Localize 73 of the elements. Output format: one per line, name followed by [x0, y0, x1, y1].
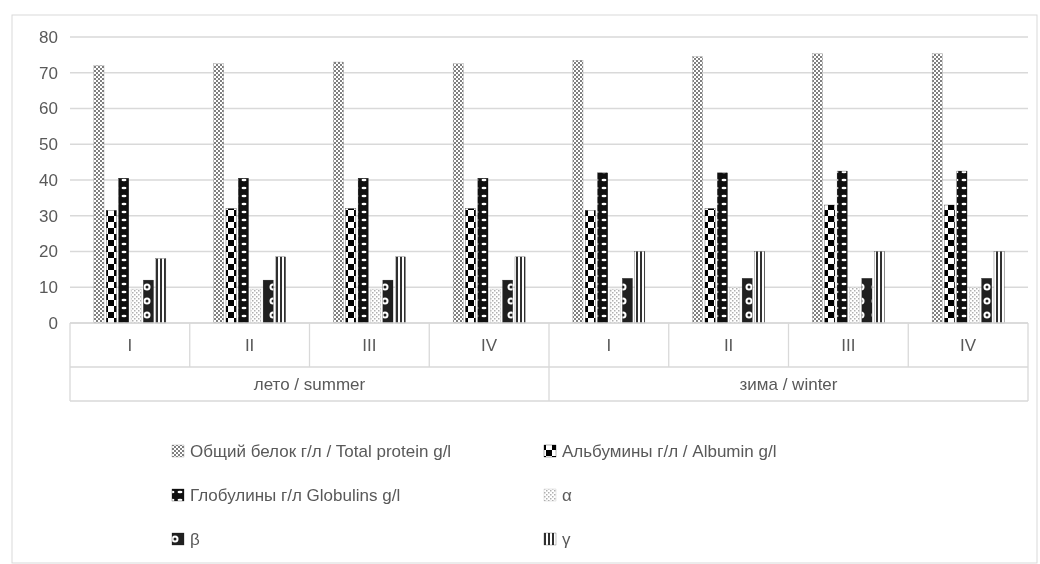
bar	[382, 279, 394, 324]
bar	[106, 210, 117, 324]
bar	[490, 288, 501, 324]
bar	[993, 251, 1005, 324]
bar	[262, 279, 274, 324]
bar	[969, 287, 980, 324]
bar	[250, 288, 262, 324]
bar	[585, 210, 596, 324]
legend-label: β	[190, 529, 200, 549]
bar	[849, 287, 860, 324]
bar	[729, 287, 741, 324]
bar	[502, 279, 513, 324]
bar	[345, 208, 357, 324]
bar	[597, 172, 608, 324]
bar	[213, 63, 224, 324]
bar	[452, 63, 464, 324]
bar	[93, 65, 105, 324]
y-tick-label: 40	[39, 170, 58, 190]
y-tick-label: 10	[39, 278, 58, 298]
x-tick-label: III	[362, 335, 377, 355]
bar	[572, 60, 584, 324]
bar	[225, 208, 237, 324]
y-tick-label: 70	[39, 63, 58, 83]
bar	[874, 251, 885, 324]
bar	[155, 258, 167, 324]
y-tick-label: 20	[39, 242, 58, 262]
bar	[465, 208, 476, 324]
bar	[956, 170, 968, 324]
y-tick-label: 30	[39, 206, 58, 226]
x-tick-label: III	[841, 335, 856, 355]
bar	[717, 172, 728, 324]
y-tick-label: 80	[39, 27, 58, 47]
bar	[754, 251, 765, 324]
bar	[812, 53, 823, 324]
bar	[704, 208, 716, 324]
x-tick-label: I	[606, 335, 612, 355]
bar	[118, 178, 129, 324]
bar	[238, 178, 249, 324]
bar	[609, 288, 621, 324]
bar	[836, 170, 848, 324]
y-tick-label: 0	[48, 313, 58, 333]
bar	[741, 278, 753, 324]
text: лето / summer	[253, 374, 366, 394]
y-tick-label: 50	[39, 135, 58, 155]
bar	[357, 178, 369, 324]
x-tick-label: IV	[481, 335, 498, 355]
bar	[931, 53, 943, 324]
y-tick-label: 60	[39, 99, 58, 119]
bar	[275, 256, 286, 324]
bar	[395, 256, 406, 324]
legend-label: Альбумины г/л / Albumin g/l	[562, 441, 777, 461]
bar	[370, 288, 381, 324]
bar	[143, 279, 154, 324]
x-tick-label: I	[127, 335, 133, 355]
bar	[477, 178, 489, 324]
x-tick-label: II	[723, 335, 734, 355]
bar	[514, 256, 526, 324]
bar	[692, 56, 703, 324]
legend-label: α	[562, 485, 572, 505]
bar	[634, 251, 646, 324]
bar	[622, 278, 633, 324]
legend-label: γ	[562, 529, 571, 549]
bar	[824, 204, 836, 324]
text: зима / winter	[739, 374, 838, 394]
bar	[333, 61, 344, 324]
legend-label: Общий белок г/л / Total protein g/l	[190, 441, 452, 461]
bar	[130, 288, 142, 324]
bar	[981, 278, 992, 324]
x-tick-label: IV	[960, 335, 977, 355]
bar	[944, 204, 955, 324]
legend-label: Глобулины г/л Globulins g/l	[190, 485, 401, 505]
x-tick-label: II	[244, 335, 255, 355]
bar	[861, 278, 873, 324]
